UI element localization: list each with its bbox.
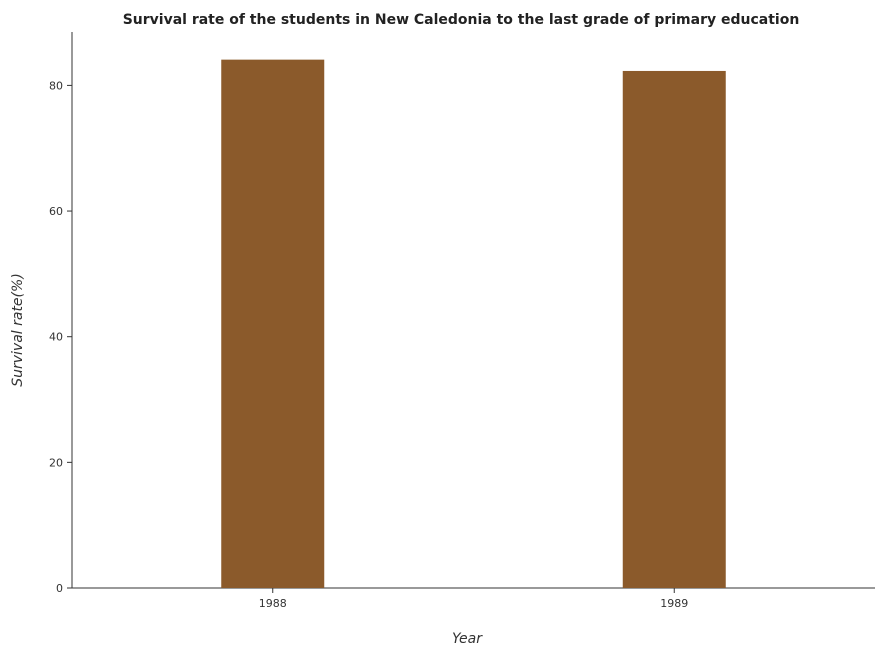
x-tick-label-1988: 1988: [259, 597, 287, 610]
y-axis-label: Survival rate(%): [10, 273, 26, 387]
chart-title: Survival rate of the students in New Cal…: [123, 12, 800, 28]
x-axis-ticks: 1988 1989: [259, 588, 688, 610]
bar-1989: [622, 70, 726, 588]
x-axis-label: Year: [452, 631, 483, 647]
y-tick-label: 0: [56, 582, 63, 595]
y-tick-label: 80: [49, 79, 63, 92]
bars: [221, 59, 726, 588]
y-tick-label: 60: [49, 205, 63, 218]
y-axis-ticks: 0 20 40 60 80: [49, 79, 72, 595]
plot-area: 0 20 40 60 80 1988 1989: [49, 32, 875, 610]
bar-1988: [221, 59, 325, 588]
y-tick-label: 40: [49, 331, 63, 344]
y-tick-label: 20: [49, 456, 63, 469]
x-tick-label-1989: 1989: [660, 597, 688, 610]
